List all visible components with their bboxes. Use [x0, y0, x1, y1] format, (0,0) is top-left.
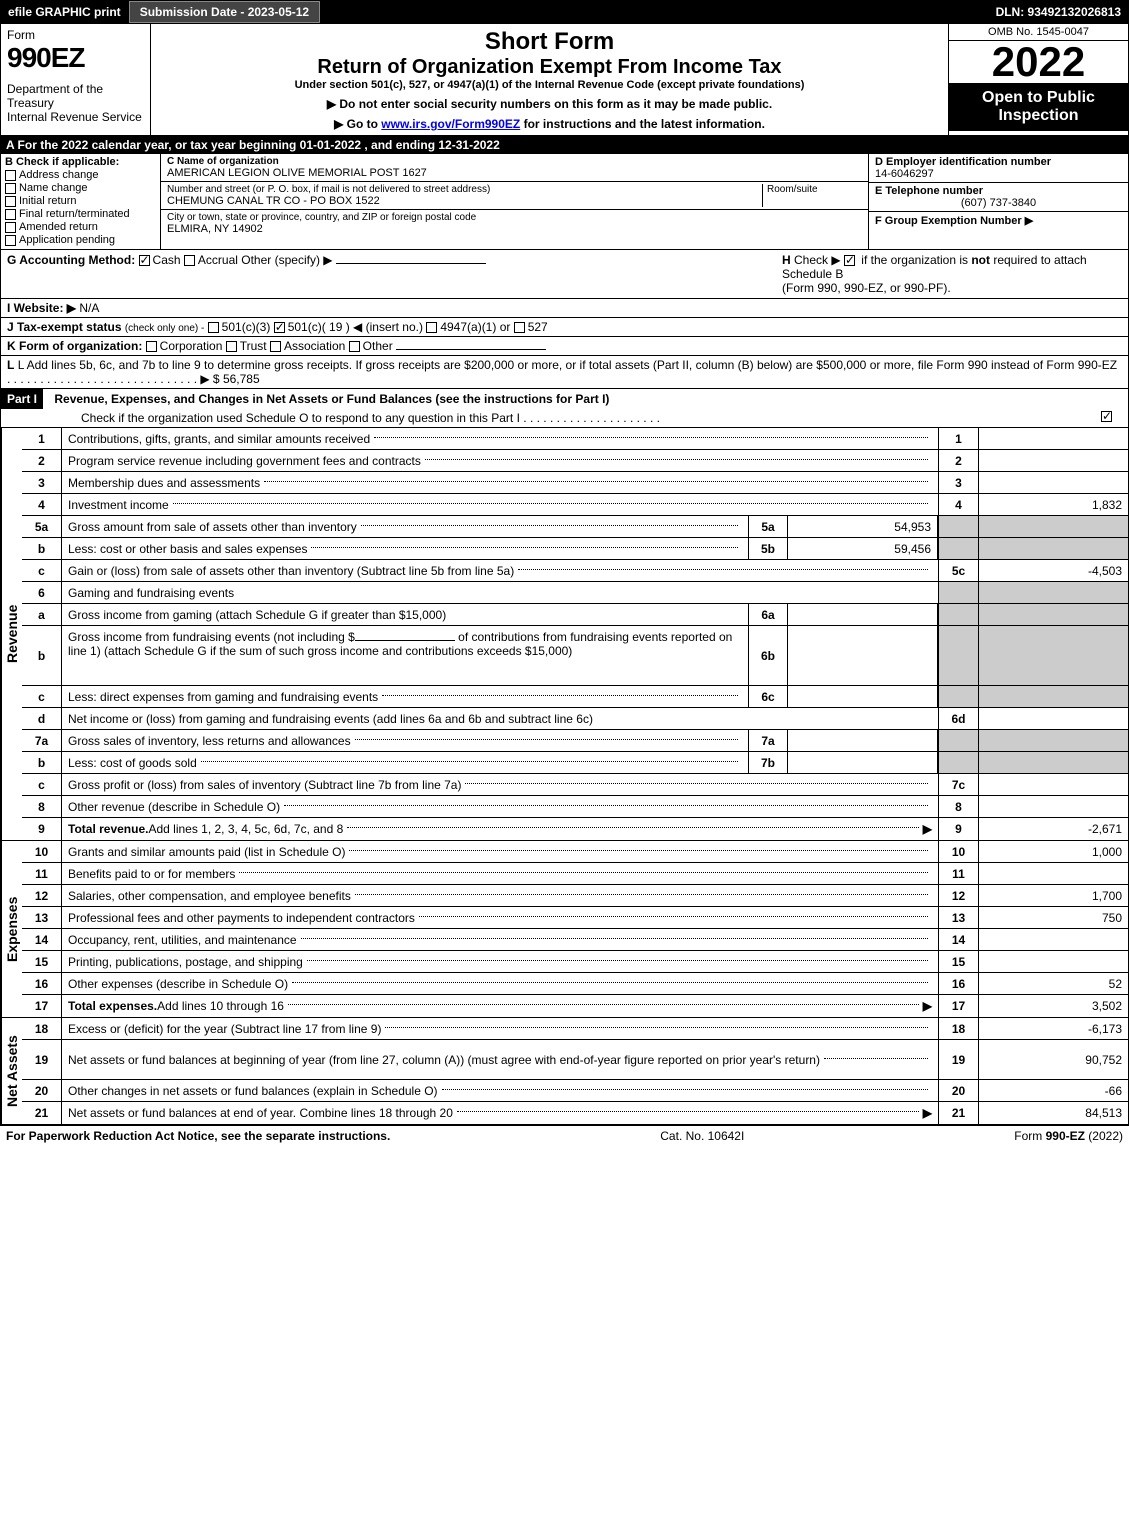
chk-final-return[interactable]: Final return/terminated [5, 208, 156, 220]
netassets-grid: Net Assets 18Excess or (deficit) for the… [0, 1018, 1129, 1125]
chk-501c[interactable] [274, 322, 285, 333]
tax-year: 2022 [949, 41, 1128, 83]
title-short-form: Short Form [155, 28, 944, 56]
gross-receipts: 56,785 [223, 372, 260, 386]
chk-amended[interactable]: Amended return [5, 221, 156, 233]
title-return: Return of Organization Exempt From Incom… [155, 56, 944, 79]
form-ref: Form 990-EZ (2022) [1014, 1129, 1123, 1143]
expenses-vlabel: Expenses [1, 841, 22, 1017]
part1-title: Revenue, Expenses, and Changes in Net As… [46, 392, 609, 406]
chk-527[interactable] [514, 322, 525, 333]
tax-exempt-label: J Tax-exempt status [7, 320, 122, 334]
form-number: 990EZ [7, 42, 144, 74]
instruct-pre: ▶ Go to [334, 117, 381, 131]
tel-label: E Telephone number [875, 185, 1122, 197]
chk-assoc[interactable] [270, 341, 281, 352]
subtitle: Under section 501(c), 527, or 4947(a)(1)… [155, 79, 944, 91]
chk-corp[interactable] [146, 341, 157, 352]
entity-info-row: B Check if applicable: Address change Na… [0, 154, 1129, 250]
chk-cash[interactable] [139, 255, 150, 266]
paperwork-notice: For Paperwork Reduction Act Notice, see … [6, 1129, 390, 1143]
line-gh: G Accounting Method: Cash Accrual Other … [0, 250, 1129, 299]
box-c: C Name of organization AMERICAN LEGION O… [161, 154, 868, 249]
page-footer: For Paperwork Reduction Act Notice, see … [0, 1125, 1129, 1146]
open-inspection: Open to Public Inspection [949, 83, 1128, 131]
header-right: OMB No. 1545-0047 2022 Open to Public In… [948, 24, 1128, 135]
tel-value: (607) 737-3840 [875, 197, 1122, 209]
chk-accrual[interactable] [184, 255, 195, 266]
org-address: CHEMUNG CANAL TR CO - PO BOX 1522 [167, 195, 762, 207]
form-org-label: K Form of organization: [7, 339, 142, 353]
chk-schedule-o[interactable] [1101, 411, 1112, 422]
line-g-label: G Accounting Method: [7, 253, 135, 267]
dln-label: DLN: 93492132026813 [996, 5, 1129, 19]
form-header: Form 990EZ Department of the Treasury In… [0, 24, 1129, 136]
chk-501c3[interactable] [208, 322, 219, 333]
chk-pending[interactable]: Application pending [5, 234, 156, 246]
chk-trust[interactable] [226, 341, 237, 352]
line-a: A For the 2022 calendar year, or tax yea… [0, 136, 1129, 154]
chk-address-change[interactable]: Address change [5, 169, 156, 181]
addr-label: Number and street (or P. O. box, if mail… [167, 184, 762, 195]
part1-check-text: Check if the organization used Schedule … [81, 411, 520, 425]
website-label: I Website: ▶ [7, 301, 76, 315]
ein-value: 14-6046297 [875, 168, 1122, 180]
chk-schedule-b[interactable] [844, 255, 855, 266]
chk-initial-return[interactable]: Initial return [5, 195, 156, 207]
instruct-link-row: ▶ Go to www.irs.gov/Form990EZ for instru… [155, 117, 944, 131]
line-h-label: H [782, 253, 791, 267]
revenue-vlabel: Revenue [1, 428, 22, 840]
box-b-header: B Check if applicable: [5, 156, 156, 168]
line-l-text: L Add lines 5b, 6c, and 7b to line 9 to … [18, 358, 1117, 372]
line-i: I Website: ▶ N/A [0, 299, 1129, 318]
ein-label: D Employer identification number [875, 156, 1122, 168]
org-name: AMERICAN LEGION OLIVE MEMORIAL POST 1627 [167, 167, 862, 179]
submission-date: Submission Date - 2023-05-12 [129, 1, 320, 23]
room-label: Room/suite [767, 184, 862, 195]
box-d: D Employer identification number 14-6046… [868, 154, 1128, 249]
chk-4947[interactable] [426, 322, 437, 333]
netassets-vlabel: Net Assets [1, 1018, 22, 1124]
efile-label: efile GRAPHIC print [0, 5, 129, 19]
line-k: K Form of organization: Corporation Trus… [0, 337, 1129, 356]
dept-line2: Internal Revenue Service [7, 110, 144, 124]
dept-line1: Department of the Treasury [7, 82, 144, 110]
org-name-label: C Name of organization [167, 156, 862, 167]
chk-other[interactable] [349, 341, 360, 352]
city-label: City or town, state or province, country… [167, 212, 862, 223]
form-label: Form [7, 28, 144, 42]
irs-link[interactable]: www.irs.gov/Form990EZ [381, 117, 520, 131]
box-b: B Check if applicable: Address change Na… [1, 154, 161, 249]
header-left: Form 990EZ Department of the Treasury In… [1, 24, 151, 135]
chk-name-change[interactable]: Name change [5, 182, 156, 194]
org-city: ELMIRA, NY 14902 [167, 223, 862, 235]
website-value: N/A [79, 301, 99, 315]
instruct-ssn: ▶ Do not enter social security numbers o… [155, 97, 944, 111]
cat-no: Cat. No. 10642I [660, 1129, 744, 1143]
header-center: Short Form Return of Organization Exempt… [151, 24, 948, 135]
line-l: L L Add lines 5b, 6c, and 7b to line 9 t… [0, 356, 1129, 389]
instruct-post: for instructions and the latest informat… [520, 117, 765, 131]
top-bar: efile GRAPHIC print Submission Date - 20… [0, 0, 1129, 24]
line-j: J Tax-exempt status (check only one) - 5… [0, 318, 1129, 337]
group-exempt-label: F Group Exemption Number ▶ [875, 214, 1122, 227]
expenses-grid: Expenses 10Grants and similar amounts pa… [0, 841, 1129, 1018]
revenue-grid: Revenue 1Contributions, gifts, grants, a… [0, 428, 1129, 841]
part1-label: Part I [1, 389, 43, 409]
part1-header-row: Part I Revenue, Expenses, and Changes in… [0, 389, 1129, 428]
